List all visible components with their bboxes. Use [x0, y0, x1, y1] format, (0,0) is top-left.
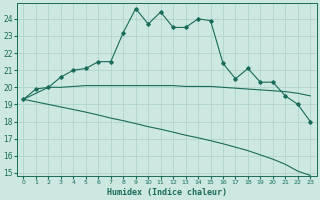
- X-axis label: Humidex (Indice chaleur): Humidex (Indice chaleur): [107, 188, 227, 197]
